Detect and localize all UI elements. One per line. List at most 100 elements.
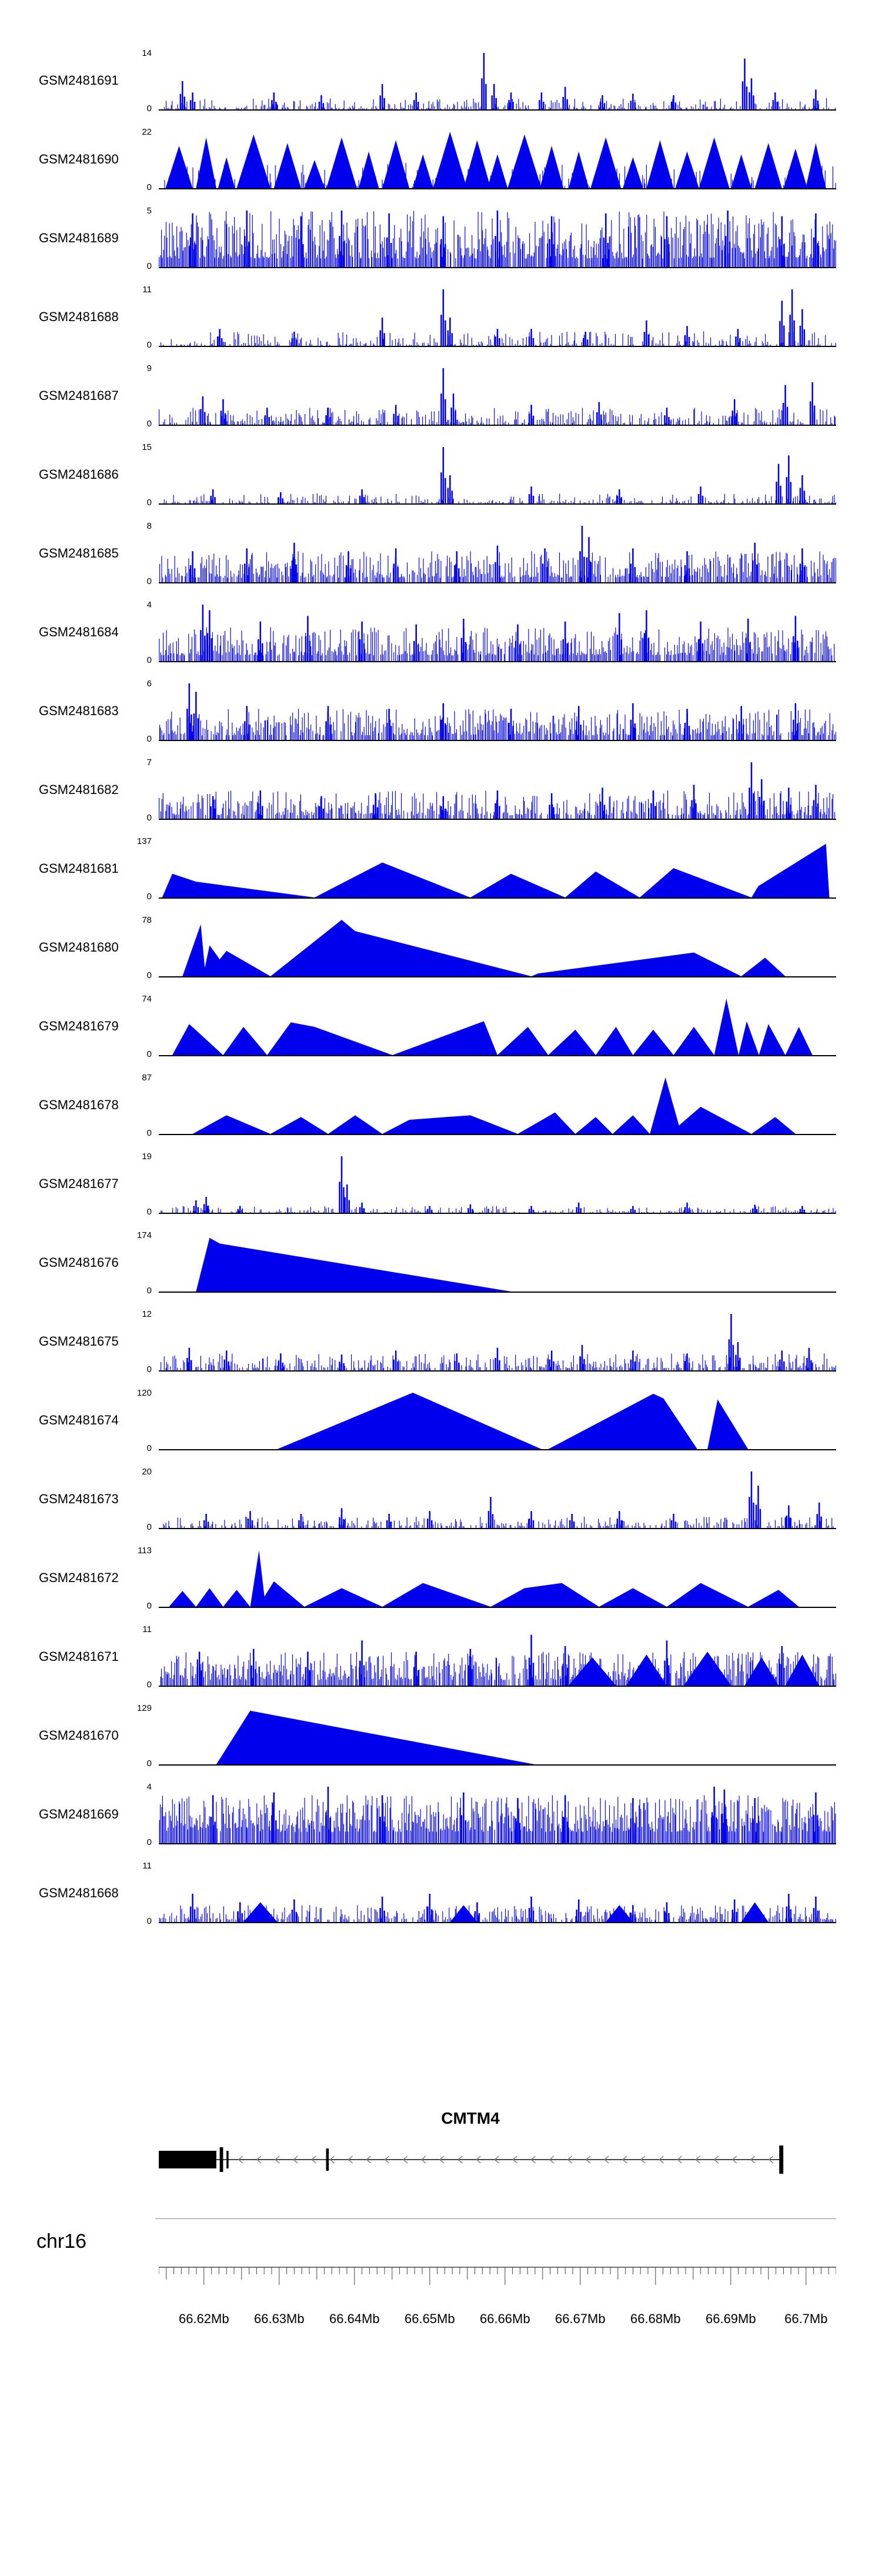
- track-signal-area: [159, 999, 836, 1056]
- track-sample-label: GSM2481683: [39, 703, 119, 718]
- track-ymin-label: 0: [146, 970, 152, 980]
- track-ymin-label: 0: [146, 1049, 152, 1059]
- track-signal-svg: [159, 605, 835, 661]
- signal-tracks-panel: GSM2481691 14 0 GSM2481690 22 0 GSM24816…: [0, 48, 882, 1943]
- track-signal-area: [159, 1393, 836, 1450]
- gene-model-diagram: [159, 2145, 784, 2174]
- intron-direction-arrow-icon: [420, 2155, 426, 2164]
- track-sample-label: GSM2481679: [39, 1019, 119, 1033]
- track-ymax-label: 120: [136, 1388, 152, 1398]
- track-ymax-label: 22: [142, 127, 152, 137]
- track-row-GSM2481670: GSM2481670 129 0: [0, 1703, 882, 1786]
- track-signal-area: [159, 1708, 836, 1766]
- track-ymin-label: 0: [146, 1680, 152, 1690]
- track-ymax-label: 11: [142, 1861, 152, 1871]
- track-ymin-label: 0: [146, 104, 152, 114]
- track-signal-area: [159, 605, 836, 662]
- track-sample-label: GSM2481670: [39, 1728, 119, 1743]
- gene-exon-bar: [326, 2148, 329, 2171]
- track-sample-label: GSM2481689: [39, 231, 119, 245]
- track-row-GSM2481685: GSM2481685 8 0: [0, 521, 882, 603]
- intron-direction-arrow-icon: [457, 2155, 463, 2164]
- track-row-GSM2481680: GSM2481680 78 0: [0, 915, 882, 997]
- intron-direction-arrow-icon: [256, 2155, 262, 2164]
- track-sample-label: GSM2481677: [39, 1176, 119, 1191]
- track-signal-svg: [169, 1550, 799, 1607]
- track-signal-area: [159, 762, 836, 820]
- track-sample-label: GSM2481671: [39, 1649, 119, 1664]
- track-signal-svg: [172, 999, 813, 1055]
- intron-direction-arrow-icon: [494, 2155, 499, 2164]
- track-ymin-label: 0: [146, 498, 152, 508]
- chromosome-label: chr16: [36, 2230, 87, 2253]
- track-ymin-label: 0: [146, 1522, 152, 1532]
- intron-direction-arrow-icon: [622, 2155, 627, 2164]
- track-ymin-label: 0: [146, 1128, 152, 1138]
- track-signal-svg: [159, 526, 836, 582]
- track-row-GSM2481691: GSM2481691 14 0: [0, 48, 882, 131]
- track-row-GSM2481676: GSM2481676 174 0: [0, 1230, 882, 1313]
- track-ymax-label: 9: [146, 363, 152, 373]
- track-ymin-label: 0: [146, 734, 152, 744]
- track-row-GSM2481671: GSM2481671 11 0: [0, 1624, 882, 1707]
- track-sample-label: GSM2481668: [39, 1886, 119, 1900]
- track-row-GSM2481678: GSM2481678 87 0: [0, 1073, 882, 1155]
- track-ymin-label: 0: [146, 1601, 152, 1611]
- track-row-GSM2481679: GSM2481679 74 0: [0, 994, 882, 1076]
- track-ymax-label: 87: [142, 1073, 152, 1083]
- intron-direction-arrow-icon: [585, 2155, 591, 2164]
- intron-direction-arrow-icon: [677, 2155, 682, 2164]
- track-signal-area: [159, 368, 836, 426]
- track-signal-svg: [159, 762, 836, 819]
- track-signal-svg: [159, 211, 836, 267]
- track-signal-area: [159, 683, 836, 741]
- track-sample-label: GSM2481669: [39, 1807, 119, 1821]
- separator-line: [155, 2218, 836, 2219]
- track-ymax-label: 113: [138, 1546, 152, 1556]
- track-ymax-label: 20: [142, 1467, 152, 1477]
- track-ymax-label: 4: [146, 1782, 152, 1792]
- track-signal-area: [159, 1866, 836, 1923]
- track-signal-area: [159, 1156, 836, 1214]
- track-signal-svg: [159, 1894, 836, 1922]
- track-signal-svg: [161, 1156, 836, 1213]
- track-signal-svg: [161, 289, 836, 346]
- track-row-GSM2481673: GSM2481673 20 0: [0, 1467, 882, 1549]
- intron-direction-arrow-icon: [750, 2155, 756, 2164]
- intron-direction-arrow-icon: [439, 2155, 445, 2164]
- ruler-tick-label: 66.67Mb: [554, 2311, 606, 2326]
- ruler-tick-label: 66.68Mb: [630, 2311, 681, 2326]
- track-ymin-label: 0: [146, 1286, 152, 1296]
- gene-exon-bar: [226, 2151, 229, 2168]
- track-row-GSM2481690: GSM2481690 22 0: [0, 127, 882, 209]
- intron-direction-arrow-icon: [530, 2155, 536, 2164]
- track-sample-label: GSM2481675: [39, 1334, 119, 1349]
- track-row-GSM2481688: GSM2481688 11 0: [0, 285, 882, 367]
- track-signal-svg: [196, 1237, 512, 1292]
- track-ymax-label: 11: [142, 1624, 152, 1634]
- track-sample-label: GSM2481682: [39, 782, 119, 797]
- intron-direction-arrow-icon: [275, 2155, 280, 2164]
- intron-direction-arrow-icon: [768, 2155, 774, 2164]
- track-ymax-label: 78: [142, 915, 152, 925]
- track-signal-area: [159, 1787, 836, 1844]
- track-signal-area: [159, 526, 836, 583]
- track-ymin-label: 0: [146, 1837, 152, 1847]
- track-signal-area: [159, 211, 836, 268]
- track-signal-svg: [192, 1077, 796, 1134]
- track-signal-area: [159, 447, 836, 505]
- ruler-tick-label: 66.7Mb: [784, 2311, 828, 2326]
- track-row-GSM2481672: GSM2481672 113 0: [0, 1546, 882, 1628]
- track-row-GSM2481669: GSM2481669 4 0: [0, 1782, 882, 1864]
- track-ymax-label: 19: [142, 1152, 152, 1162]
- track-ymax-label: 137: [136, 836, 152, 846]
- intron-direction-arrow-icon: [293, 2155, 298, 2164]
- track-signal-svg: [161, 1314, 836, 1370]
- track-ymin-label: 0: [146, 813, 152, 823]
- track-ymin-label: 0: [146, 892, 152, 902]
- intron-direction-arrow-icon: [659, 2155, 664, 2164]
- track-signal-svg: [159, 368, 836, 425]
- track-sample-label: GSM2481681: [39, 861, 119, 876]
- track-signal-area: [159, 841, 836, 899]
